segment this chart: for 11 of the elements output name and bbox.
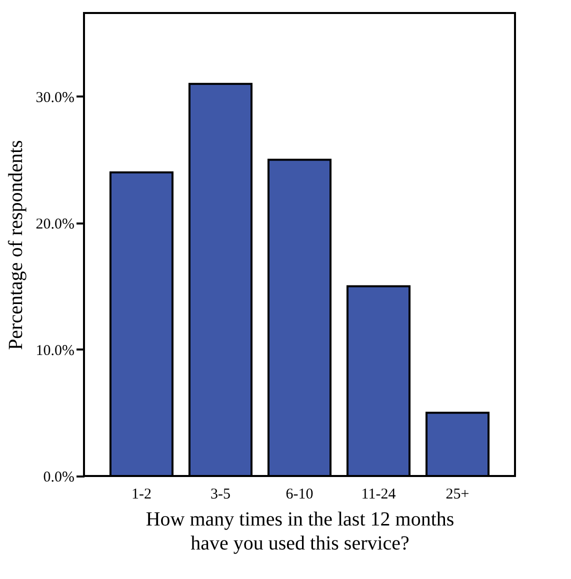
- y-tick-label: 0.0%: [43, 470, 74, 486]
- y-tick-label: 10.0%: [36, 342, 74, 359]
- y-tick-label: 30.0%: [36, 90, 74, 106]
- x-tick-label: 11-24: [361, 486, 396, 502]
- x-tick-label: 25+: [446, 486, 470, 502]
- y-tick-label: 20.0%: [36, 216, 74, 232]
- x-axis-title: How many times in the last 12 months have you used this service?: [146, 508, 454, 554]
- y-axis-title: Percentage of respondents: [4, 140, 27, 350]
- x-tick-label: 6-10: [286, 486, 314, 502]
- x-tick-label: 1-2: [131, 486, 152, 502]
- x-tick-label: 3-5: [210, 486, 230, 502]
